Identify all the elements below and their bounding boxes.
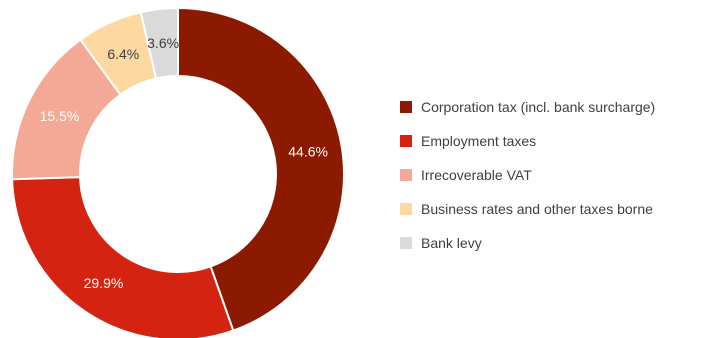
slice-value-label: 3.6% bbox=[147, 35, 179, 51]
legend-swatch bbox=[400, 101, 412, 113]
slice-value-label: 29.9% bbox=[84, 275, 124, 291]
legend-swatch bbox=[400, 169, 412, 181]
legend-swatch bbox=[400, 237, 412, 249]
legend-item: Employment taxes bbox=[400, 128, 655, 154]
slice-value-label: 15.5% bbox=[40, 108, 80, 124]
legend-swatch bbox=[400, 203, 412, 215]
donut-slice bbox=[11, 176, 235, 338]
donut-slice bbox=[177, 6, 345, 332]
slice-value-label: 44.6% bbox=[288, 144, 328, 160]
legend-label: Business rates and other taxes borne bbox=[421, 201, 653, 217]
legend-label: Corporation tax (incl. bank surcharge) bbox=[421, 99, 656, 115]
slice-value-label: 6.4% bbox=[107, 46, 139, 62]
legend-item: Irrecoverable VAT bbox=[400, 162, 655, 188]
legend-item: Bank levy bbox=[400, 230, 655, 256]
legend-label: Employment taxes bbox=[421, 133, 537, 149]
legend-swatch bbox=[400, 135, 412, 147]
legend-item: Corporation tax (incl. bank surcharge) bbox=[400, 94, 655, 120]
chart-legend: Corporation tax (incl. bank surcharge) E… bbox=[400, 94, 655, 264]
legend-label: Irrecoverable VAT bbox=[421, 167, 532, 183]
legend-label: Bank levy bbox=[421, 235, 482, 251]
donut-slice bbox=[139, 6, 179, 80]
legend-item: Business rates and other taxes borne bbox=[400, 196, 655, 222]
